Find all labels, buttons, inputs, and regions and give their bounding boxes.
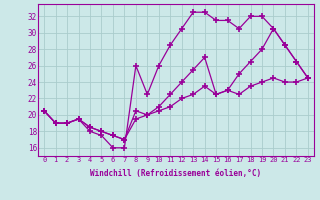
X-axis label: Windchill (Refroidissement éolien,°C): Windchill (Refroidissement éolien,°C) [91, 169, 261, 178]
